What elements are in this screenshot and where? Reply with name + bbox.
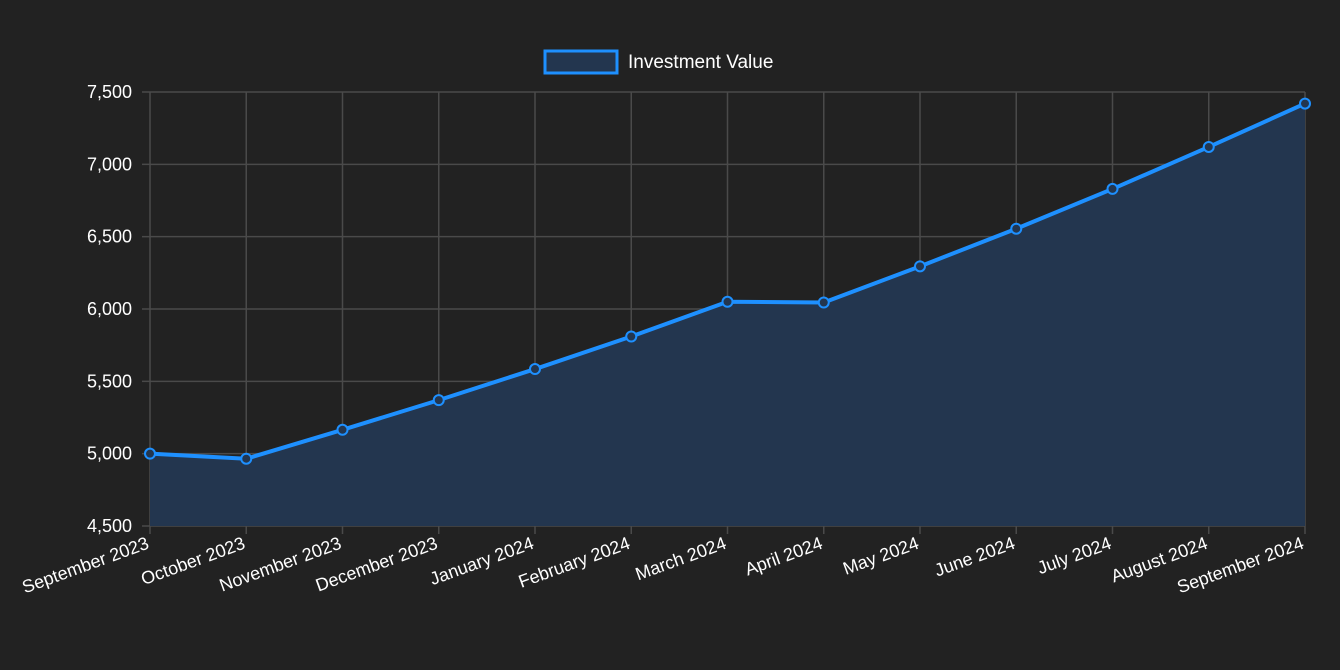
data-point[interactable] <box>1202 140 1215 153</box>
data-point[interactable] <box>721 295 734 308</box>
area-fill-layer <box>150 103 1305 526</box>
legend[interactable]: Investment Value <box>543 49 773 75</box>
y-tick-label: 5,500 <box>87 371 132 391</box>
data-point[interactable] <box>240 452 253 465</box>
y-tick-label: 4,500 <box>87 516 132 536</box>
data-point[interactable] <box>1299 97 1311 110</box>
data-points <box>144 97 1311 465</box>
y-tick-label: 6,000 <box>87 299 132 319</box>
data-point[interactable] <box>144 447 156 460</box>
y-tick-label: 6,500 <box>87 227 132 247</box>
data-point[interactable] <box>529 363 541 376</box>
y-tick-label: 7,000 <box>87 154 132 174</box>
y-tick-label: 5,000 <box>87 444 132 464</box>
data-point[interactable] <box>336 423 349 436</box>
data-point[interactable] <box>625 330 638 343</box>
series-area-investment-value <box>150 103 1305 526</box>
data-point[interactable] <box>1106 182 1119 195</box>
data-point[interactable] <box>914 260 926 273</box>
data-point[interactable] <box>817 296 830 309</box>
y-axis: 4,500 5,000 5,500 6,000 6,500 7,000 7,500 <box>87 82 132 536</box>
y-tick-label: 7,500 <box>87 82 132 102</box>
legend-swatch[interactable] <box>543 49 619 75</box>
data-point[interactable] <box>432 394 445 407</box>
legend-label[interactable]: Investment Value <box>628 52 773 73</box>
data-point[interactable] <box>1010 222 1023 235</box>
